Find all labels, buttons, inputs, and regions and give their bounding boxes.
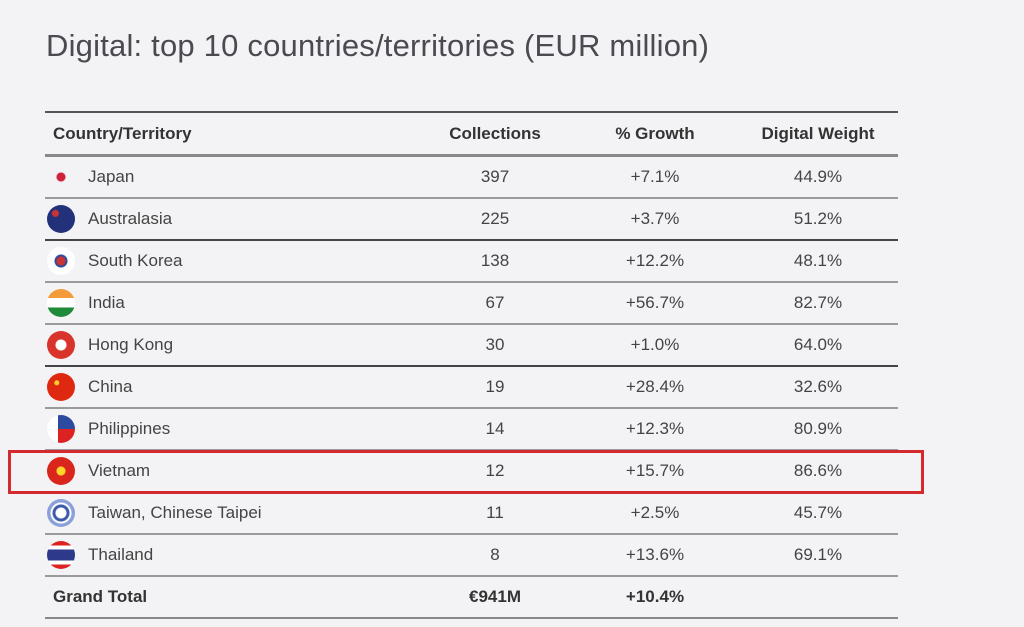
india-flag-icon bbox=[47, 289, 75, 317]
top-countries-table: Country/Territory Collections % Growth D… bbox=[45, 111, 898, 619]
collections-value: 19 bbox=[485, 377, 505, 396]
header-collections: Collections bbox=[449, 123, 541, 143]
page-title: Digital: top 10 countries/territories (E… bbox=[46, 28, 710, 63]
growth-value: +56.7% bbox=[625, 293, 685, 312]
digital-weight-value: 48.1% bbox=[793, 251, 843, 270]
table-row: Taiwan, Chinese Taipei 11 +2.5% 45.7% bbox=[45, 493, 898, 535]
country-name: India bbox=[88, 293, 125, 312]
table-header: Country/Territory Collections % Growth D… bbox=[45, 111, 898, 157]
philippines-flag-icon bbox=[47, 415, 75, 443]
country-name: China bbox=[88, 377, 133, 396]
taiwan-flag-icon bbox=[47, 499, 75, 527]
collections-value: 11 bbox=[486, 503, 504, 522]
table-body: Japan 397 +7.1% 44.9% Australasia 225 +3.7% 51.… bbox=[45, 157, 898, 577]
header-growth: % Growth bbox=[615, 123, 695, 143]
vietnam-highlight-box bbox=[8, 450, 924, 494]
country-name: Hong Kong bbox=[88, 335, 174, 354]
country-name: Japan bbox=[88, 167, 135, 186]
growth-value: +28.4% bbox=[625, 377, 685, 396]
table-row: Australasia 225 +3.7% 51.2% bbox=[45, 199, 898, 241]
growth-value: +13.6% bbox=[625, 545, 685, 564]
country-name: Australasia bbox=[88, 209, 173, 228]
table-row: China 19 +28.4% 32.6% bbox=[45, 367, 898, 409]
collections-value: 225 bbox=[480, 209, 510, 228]
digital-weight-value: 69.1% bbox=[793, 545, 843, 564]
digital-weight-value: 82.7% bbox=[793, 293, 843, 312]
table-row: Thailand 8 +13.6% 69.1% bbox=[45, 535, 898, 577]
growth-value: +7.1% bbox=[630, 167, 680, 186]
collections-value: 67 bbox=[485, 293, 505, 312]
collections-value: 8 bbox=[490, 545, 500, 564]
grand-total-row: Grand Total €941M +10.4% bbox=[45, 577, 898, 619]
country-name: Philippines bbox=[88, 419, 171, 438]
country-name: Thailand bbox=[88, 545, 154, 564]
header-country: Country/Territory bbox=[53, 123, 192, 143]
digital-weight-value: 44.9% bbox=[793, 167, 843, 186]
growth-value: +2.5% bbox=[630, 503, 680, 522]
country-name: South Korea bbox=[88, 251, 183, 270]
hong-kong-flag-icon bbox=[47, 331, 75, 359]
growth-value: +1.0% bbox=[630, 335, 680, 354]
table-row: Philippines 14 +12.3% 80.9% bbox=[45, 409, 898, 451]
collections-value: 138 bbox=[480, 251, 510, 270]
collections-value: 397 bbox=[480, 167, 510, 186]
china-flag-icon bbox=[47, 373, 75, 401]
digital-weight-value: 32.6% bbox=[793, 377, 843, 396]
country-name: Vietnam bbox=[88, 461, 151, 480]
growth-value: +12.3% bbox=[625, 419, 685, 438]
vietnam-flag-icon bbox=[47, 457, 75, 485]
total-growth: +10.4% bbox=[625, 587, 685, 606]
digital-weight-value: 64.0% bbox=[793, 335, 843, 354]
japan-flag-icon bbox=[47, 163, 75, 191]
digital-weight-value: 51.2% bbox=[793, 209, 843, 228]
growth-value: +15.7% bbox=[625, 461, 685, 480]
collections-value: 12 bbox=[485, 461, 505, 480]
growth-value: +3.7% bbox=[630, 209, 680, 228]
table-row: India 67 +56.7% 82.7% bbox=[45, 283, 898, 325]
digital-weight-value: 45.7% bbox=[793, 503, 843, 522]
header-weight: Digital Weight bbox=[761, 123, 875, 143]
thailand-flag-icon bbox=[47, 541, 75, 569]
country-name: Taiwan, Chinese Taipei bbox=[88, 503, 262, 522]
south-korea-flag-icon bbox=[47, 247, 75, 275]
total-label: Grand Total bbox=[53, 587, 148, 606]
collections-value: 30 bbox=[485, 335, 505, 354]
growth-value: +12.2% bbox=[625, 251, 685, 270]
collections-value: 14 bbox=[485, 419, 505, 438]
australasia-flag-icon bbox=[47, 205, 75, 233]
table-row: Japan 397 +7.1% 44.9% bbox=[45, 157, 898, 199]
table-row: Hong Kong 30 +1.0% 64.0% bbox=[45, 325, 898, 367]
table-row: South Korea 138 +12.2% 48.1% bbox=[45, 241, 898, 283]
digital-weight-value: 80.9% bbox=[793, 419, 843, 438]
total-collections: €941M bbox=[469, 587, 521, 606]
digital-weight-value: 86.6% bbox=[793, 461, 843, 480]
